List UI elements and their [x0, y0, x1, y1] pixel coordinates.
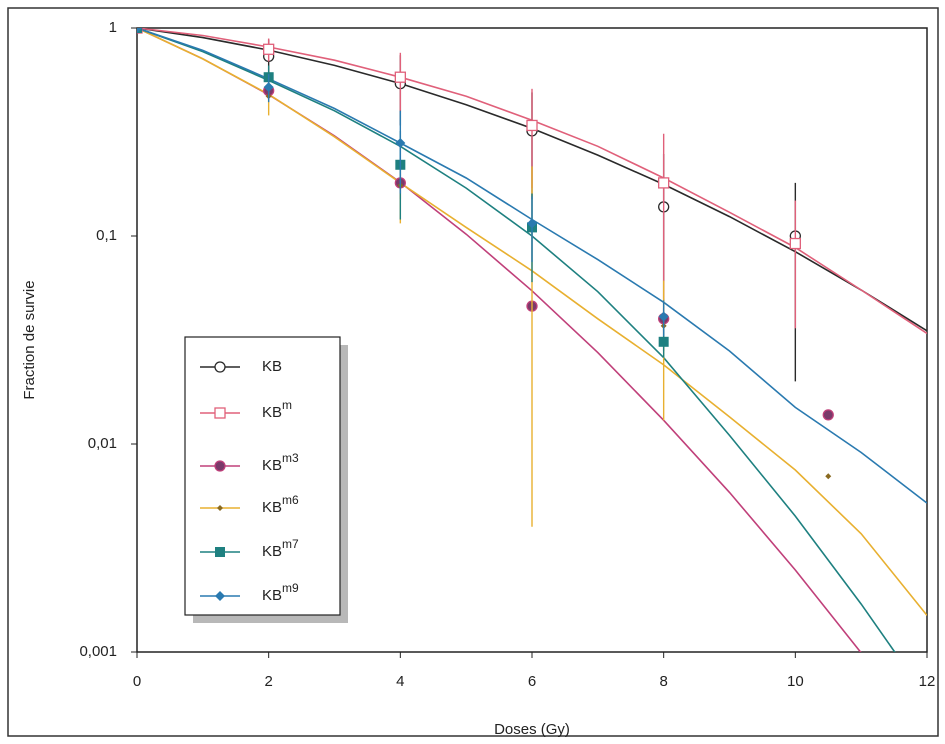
legend-superscript: m [282, 398, 292, 412]
legend-superscript: m3 [282, 451, 299, 465]
marker [217, 505, 223, 511]
marker [789, 237, 801, 250]
legend-name: KB [262, 404, 282, 421]
legend-name: KB [262, 457, 282, 474]
marker [214, 407, 226, 419]
marker [215, 547, 225, 557]
legend-label: KB [262, 358, 282, 375]
y-axis-label: Fraction de survie [21, 280, 38, 399]
marker [395, 137, 406, 148]
x-tick-label: 4 [396, 673, 404, 690]
legend-name: KB [262, 499, 282, 516]
legend-label: KBm [262, 398, 292, 421]
x-tick-label: 10 [787, 673, 804, 690]
legend-name: KB [262, 543, 282, 560]
y-tick-label: 0,01 [88, 435, 117, 452]
x-tick-label: 8 [659, 673, 667, 690]
marker [658, 311, 669, 322]
marker [822, 409, 834, 421]
marker [215, 591, 225, 601]
x-tick-label: 2 [264, 673, 272, 690]
legend-superscript: m7 [282, 537, 299, 551]
x-tick-label: 12 [919, 673, 936, 690]
legend-box [184, 336, 341, 616]
x-tick-label: 6 [528, 673, 536, 690]
marker [527, 218, 537, 229]
marker [658, 177, 670, 189]
legend-label: KBm9 [262, 581, 299, 604]
legend-superscript: m6 [282, 493, 299, 507]
plot-content [137, 28, 927, 652]
marker [526, 119, 538, 132]
x-axis-label: Doses (Gy) [494, 721, 570, 738]
marker [263, 43, 275, 55]
x-tick-label: 0 [133, 673, 141, 690]
marker [825, 473, 832, 480]
marker [214, 460, 226, 472]
legend-name: KB [262, 358, 282, 375]
legend-label: KBm6 [262, 493, 299, 516]
marker [658, 336, 669, 347]
marker [214, 361, 226, 373]
legend-name: KB [262, 587, 282, 604]
legend-label: KBm7 [262, 537, 299, 560]
legend-label: KBm3 [262, 451, 299, 474]
marker [263, 82, 274, 93]
marker [137, 28, 142, 33]
y-tick-label: 1 [109, 19, 117, 36]
y-tick-label: 0,001 [79, 643, 117, 660]
legend-superscript: m9 [282, 581, 299, 595]
frame [7, 7, 939, 737]
marker [394, 71, 406, 83]
y-tick-label: 0,1 [96, 227, 117, 244]
